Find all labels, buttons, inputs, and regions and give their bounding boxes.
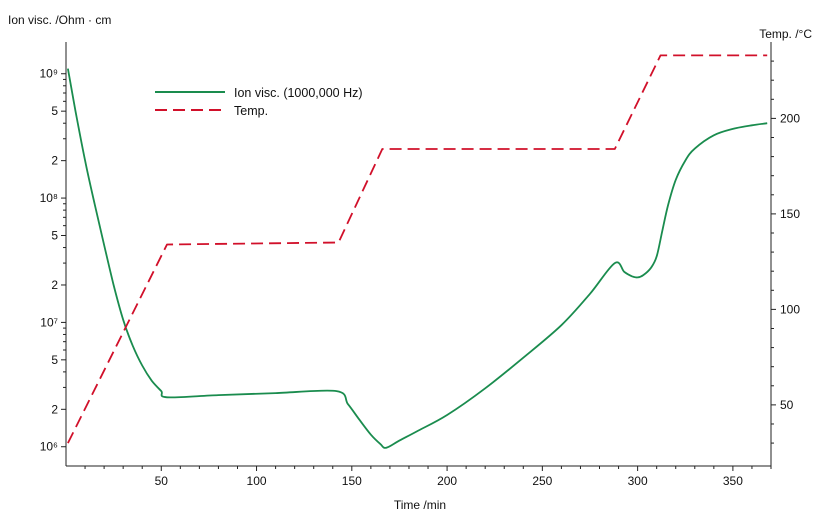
- left-axis-title: Ion visc. /Ohm · cm: [8, 13, 111, 27]
- legend-label-ion-visc: Ion visc. (1000,000 Hz): [234, 86, 363, 100]
- left-tick-label: 5: [51, 353, 58, 367]
- x-tick-label: 350: [723, 474, 743, 488]
- right-tick-label: 100: [780, 302, 800, 316]
- plot-frame: [65, 42, 772, 467]
- left-tick-label: 10⁸: [40, 191, 58, 205]
- left-tick-label: 10⁶: [40, 440, 58, 454]
- x-tick-label: 50: [155, 474, 169, 488]
- x-tick-label: 100: [247, 474, 267, 488]
- series-line-ion-visc: [67, 68, 768, 449]
- right-axis-title: Temp. /°C: [759, 27, 812, 41]
- left-tick-label: 10⁹: [40, 67, 59, 81]
- right-axis-ticks: 50 100 150 200: [771, 60, 800, 444]
- left-tick-label: 2: [51, 154, 58, 168]
- legend: Ion visc. (1000,000 Hz) Temp.: [155, 86, 363, 118]
- x-tick-label: 250: [532, 474, 552, 488]
- left-tick-label: 5: [51, 229, 58, 243]
- left-tick-label: 2: [51, 402, 58, 416]
- x-tick-label: 300: [628, 474, 648, 488]
- right-tick-label: 50: [780, 398, 794, 412]
- series-line-temp: [67, 54, 768, 444]
- left-tick-label: 10⁷: [40, 315, 58, 329]
- series-layer: [67, 54, 768, 449]
- x-axis-title: Time /min: [394, 498, 446, 512]
- legend-label-temp: Temp.: [234, 104, 268, 118]
- x-tick-label: 200: [437, 474, 457, 488]
- left-tick-label: 2: [51, 278, 58, 292]
- right-tick-label: 200: [780, 111, 800, 125]
- x-axis-ticks: 50 100 150 200 250 300 350: [84, 466, 772, 488]
- left-tick-label: 5: [51, 104, 58, 118]
- right-tick-label: 150: [780, 207, 800, 221]
- x-tick-label: 150: [342, 474, 362, 488]
- left-axis-ticks: 10⁶ 2 5 10⁷ 2 5 10⁸ 2 5 10⁹: [40, 67, 66, 454]
